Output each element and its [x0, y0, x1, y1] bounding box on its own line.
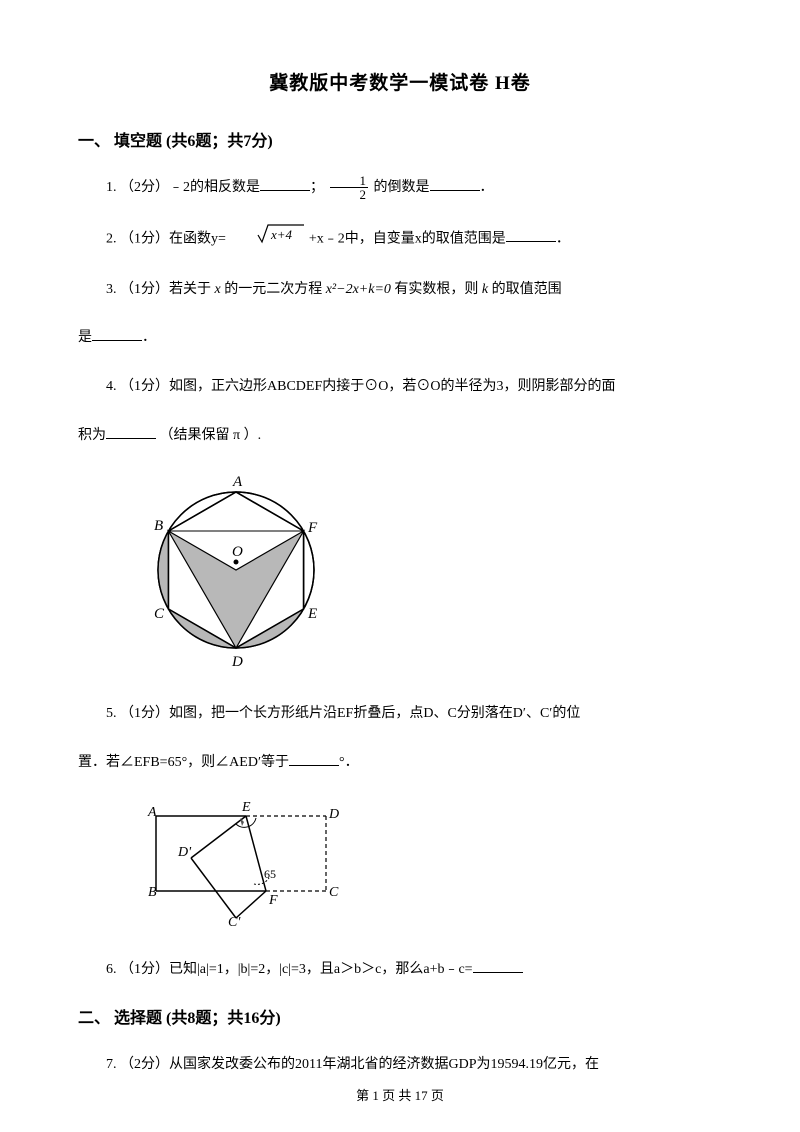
question-2: 2. （1分）在函数y= x+4 +x﹣2中，自变量x的取值范围是 ． — [78, 222, 722, 257]
question-6: 6. （1分）已知|a|=1，|b|=2，|c|=3，且a＞b＞c，那么a+b﹣… — [78, 955, 722, 986]
question-4: 4. （1分）如图，正六边形ABCDEF内接于⊙O，若⊙O的半径为3，则阴影部分… — [78, 372, 722, 403]
label-f: F — [307, 520, 318, 536]
fraction-den: 2 — [330, 188, 369, 201]
fraction-num: 1 — [330, 174, 369, 188]
q1-text-b: ； — [310, 180, 328, 195]
section-1-header: 一、 填空题 (共6题；共7分) — [78, 127, 722, 151]
blank — [430, 177, 480, 191]
rectangle-figure: 65 A B E D C F D' C' — [136, 796, 722, 931]
q3-text-a: 3. （1分）若关于 — [106, 282, 215, 297]
blank — [260, 177, 310, 191]
question-7: 7. （2分）从国家发改委公布的2011年湖北省的经济数据GDP为19594.1… — [78, 1050, 722, 1081]
label-a: A — [147, 805, 157, 820]
label-d: D — [328, 807, 339, 822]
q3-text-c: 有实数根，则 — [391, 282, 482, 297]
q5-line2b: °． — [339, 755, 359, 770]
q1-text-a: 1. （2分）﹣2的相反数是 — [106, 180, 260, 195]
equation: x²−2x+k=0 — [326, 282, 391, 297]
question-1: 1. （2分）﹣2的相反数是 ； 12 的倒数是 ． — [78, 173, 722, 204]
q5-line2a: 置．若∠EFB=65°，则∠AED′等于 — [78, 755, 289, 770]
q3-text-b: 的一元二次方程 — [221, 282, 326, 297]
label-e: E — [307, 606, 317, 622]
label-b: B — [154, 518, 163, 534]
q2-text-a: 2. （1分）在函数y= — [106, 231, 229, 246]
q3-end: ． — [142, 330, 156, 345]
label-f: F — [268, 893, 278, 908]
q3-text-d: 的取值范围 — [488, 282, 562, 297]
q1-text-d: ． — [480, 180, 494, 195]
page-title: 冀教版中考数学一模试卷 H卷 — [78, 68, 722, 95]
blank — [92, 327, 142, 341]
q4-line2a: 积为 — [78, 428, 106, 443]
q4-line2b: （结果保留 π ）. — [160, 428, 262, 443]
section-2-header: 二、 选择题 (共8题；共16分) — [78, 1004, 722, 1028]
label-o: O — [232, 544, 243, 560]
q5-line1: 5. （1分）如图，把一个长方形纸片沿EF折叠后，点D、C分别落在D′、C′的位 — [106, 706, 580, 721]
q1-text-c: 的倒数是 — [370, 180, 430, 195]
label-dp: D' — [177, 845, 192, 860]
page-footer: 第 1 页 共 17 页 — [0, 1085, 800, 1104]
question-3-cont: 是． — [78, 323, 722, 354]
label-c: C — [329, 885, 339, 900]
blank — [289, 752, 339, 766]
blank — [473, 959, 523, 973]
q4-line1: 4. （1分）如图，正六边形ABCDEF内接于⊙O，若⊙O的半径为3，则阴影部分… — [106, 379, 615, 394]
label-d: D — [231, 654, 243, 670]
svg-text:65: 65 — [264, 867, 276, 881]
q3-line2: 是 — [78, 330, 92, 345]
question-4-cont: 积为 （结果保留 π ）. — [78, 421, 722, 452]
blank — [106, 425, 156, 439]
question-5-cont: 置．若∠EFB=65°，则∠AED′等于 °． — [78, 748, 722, 779]
sqrt-icon: x+4 — [229, 222, 305, 257]
q2-text-c: ． — [556, 231, 570, 246]
label-b: B — [148, 885, 157, 900]
svg-text:x+4: x+4 — [270, 227, 293, 242]
label-e: E — [241, 800, 251, 815]
hexagon-figure: A B C D E F O — [136, 470, 722, 675]
fraction-half: 12 — [330, 174, 369, 201]
q6-text: 6. （1分）已知|a|=1，|b|=2，|c|=3，且a＞b＞c，那么a+b﹣… — [106, 962, 473, 977]
label-a: A — [232, 474, 243, 490]
q7-text: 7. （2分）从国家发改委公布的2011年湖北省的经济数据GDP为19594.1… — [106, 1057, 599, 1072]
q2-text-b: +x﹣2中，自变量x的取值范围是 — [305, 231, 505, 246]
blank — [506, 228, 556, 242]
label-c: C — [154, 606, 165, 622]
label-cp: C' — [228, 915, 241, 926]
question-3: 3. （1分）若关于 x 的一元二次方程 x²−2x+k=0 有实数根，则 k … — [78, 275, 722, 306]
question-5: 5. （1分）如图，把一个长方形纸片沿EF折叠后，点D、C分别落在D′、C′的位 — [78, 699, 722, 730]
